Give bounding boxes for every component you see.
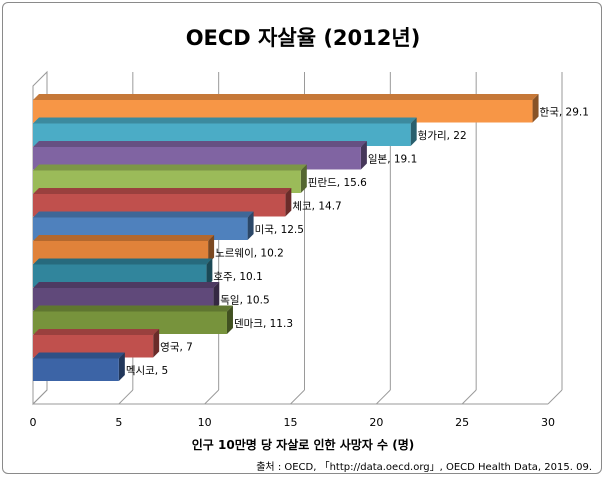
gridline-floor [290, 389, 305, 405]
bar-top [33, 141, 367, 147]
data-label: 미국, 12.5 [255, 224, 304, 236]
bar-top [33, 211, 254, 218]
bar-top [33, 282, 220, 288]
bar-end [300, 164, 307, 193]
gridline-floor [204, 389, 220, 405]
x-axis-label: 인구 10만명 당 자살로 인한 사망자 수 (명) [191, 438, 415, 452]
bar [33, 100, 533, 123]
x-tick-label: 30 [541, 416, 555, 429]
data-label: 영국, 7 [160, 341, 193, 353]
data-label: 체코, 14.7 [292, 200, 341, 212]
x-tick-label: 15 [284, 416, 298, 429]
bar [33, 123, 411, 146]
bar-end [532, 94, 539, 123]
bar [33, 358, 119, 381]
bar-top [33, 305, 233, 312]
bar-end [247, 211, 254, 240]
bar [33, 241, 209, 264]
bar-end [153, 329, 160, 358]
bar [33, 147, 361, 170]
bar-top [33, 188, 292, 194]
bar-top [33, 164, 307, 171]
gridline-floor [118, 389, 134, 405]
data-label: 한국, 29.1 [540, 106, 589, 118]
bar-top [33, 117, 417, 124]
gridline-floor [547, 389, 563, 405]
bar-end [206, 258, 213, 287]
data-label: 독일, 10.5 [220, 293, 269, 306]
source-note: 출처 : OECD, 「http://data.oecd.org」, OECD … [256, 462, 592, 473]
x-tick-label: 0 [30, 416, 37, 429]
bar-end [360, 141, 367, 170]
bar-top [33, 94, 539, 100]
bar-top [33, 235, 215, 241]
bar-end [118, 352, 125, 381]
gridline-floor [375, 389, 391, 405]
bar [33, 264, 207, 287]
x-tick-label: 10 [198, 416, 212, 429]
gridline-floor [32, 389, 48, 405]
x-tick-label: 25 [455, 416, 469, 429]
bar-top [33, 352, 125, 359]
bar [33, 217, 248, 240]
bar [33, 194, 286, 217]
x-tick-label: 5 [115, 416, 122, 429]
bar-end [208, 235, 215, 264]
data-label: 호주, 10.1 [213, 271, 262, 283]
data-label: 헝가리, 22 [418, 130, 467, 142]
bar [33, 288, 214, 311]
data-label: 멕시코, 5 [126, 365, 168, 377]
chart-title: OECD 자살율 (2012년) [185, 26, 421, 50]
x-tick-label: 20 [369, 416, 383, 429]
bar [33, 335, 154, 358]
data-label: 노르웨이, 10.2 [215, 247, 284, 259]
bar-end [410, 117, 417, 146]
bar [33, 170, 301, 193]
bar-end [285, 188, 292, 217]
bar-top [33, 258, 213, 265]
bar-end [226, 305, 233, 334]
data-label: 일본, 19.1 [368, 152, 417, 165]
data-label: 덴마크, 11.3 [234, 318, 293, 330]
bar-top [33, 329, 160, 335]
bar-end [213, 282, 220, 311]
data-label: 핀란드, 15.6 [308, 177, 367, 189]
gridline-floor [461, 389, 477, 405]
bar [33, 311, 227, 334]
